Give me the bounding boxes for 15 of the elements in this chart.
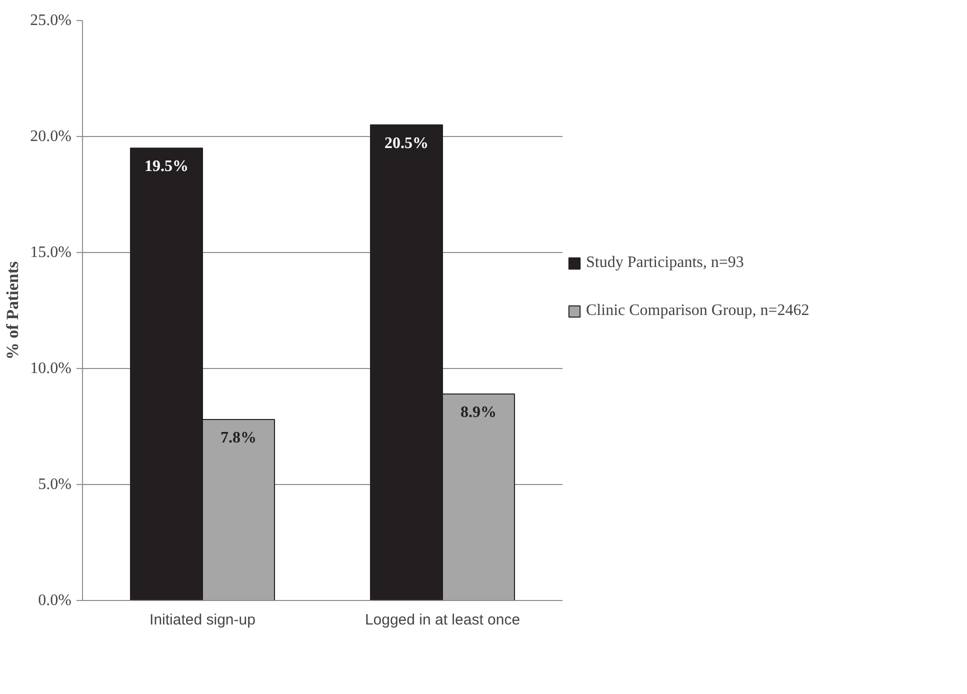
legend-label: Clinic Comparison Group, n=2462 xyxy=(586,302,810,320)
y-axis-title: % of Patients xyxy=(3,261,22,360)
data-label: 20.5% xyxy=(384,134,428,152)
data-label: 19.5% xyxy=(144,158,188,176)
y-tick-label: 25.0% xyxy=(30,12,72,29)
y-tick-label: 0.0% xyxy=(38,592,72,609)
data-label: 8.9% xyxy=(460,404,496,422)
x-tick-label: Initiated sign-up xyxy=(150,612,256,628)
x-tick-label: Logged in at least once xyxy=(364,612,520,628)
y-tick-label: 5.0% xyxy=(38,476,72,493)
legend-label: Study Participants, n=93 xyxy=(586,254,744,272)
y-tick-label: 10.0% xyxy=(30,360,72,377)
data-label: 7.8% xyxy=(220,430,256,447)
y-tick-label: 15.0% xyxy=(30,244,72,261)
y-tick-label: 20.0% xyxy=(30,128,72,145)
